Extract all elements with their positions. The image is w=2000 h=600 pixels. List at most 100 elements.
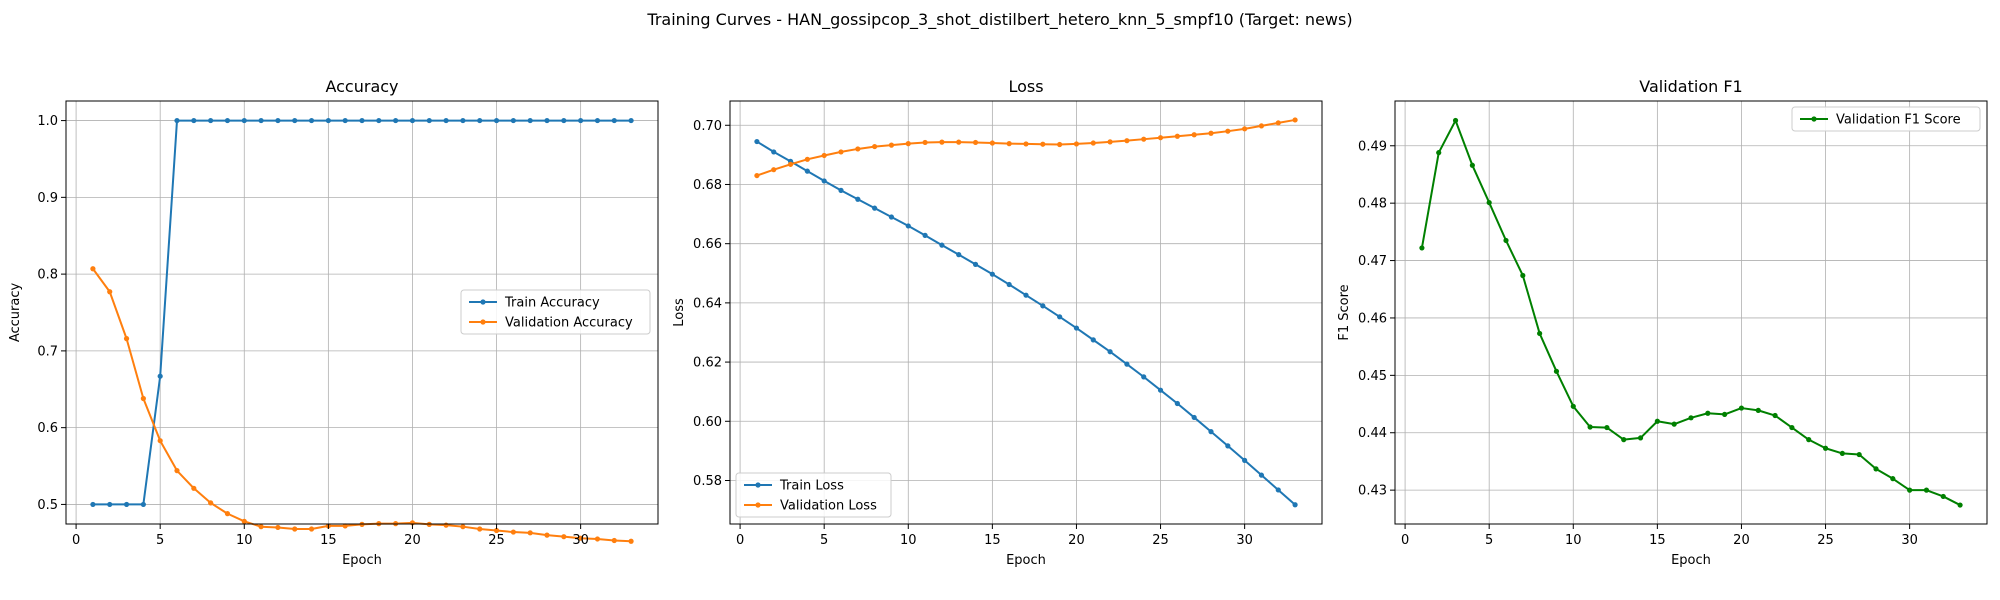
y-tick-label: 0.6 bbox=[37, 421, 58, 436]
data-point bbox=[1537, 330, 1543, 337]
y-tick-label: 0.49 bbox=[1358, 139, 1387, 154]
data-point bbox=[1208, 429, 1214, 435]
data-point bbox=[1890, 476, 1896, 482]
x-tick-label: 0 bbox=[1401, 533, 1409, 548]
y-tick-label: 0.60 bbox=[693, 415, 722, 430]
data-point bbox=[157, 438, 163, 444]
data-point bbox=[292, 526, 298, 532]
data-point bbox=[1258, 123, 1265, 129]
data-point bbox=[628, 117, 634, 124]
data-point bbox=[1738, 405, 1745, 411]
data-point bbox=[342, 117, 348, 124]
data-point bbox=[838, 187, 844, 193]
data-point bbox=[1124, 361, 1130, 367]
x-tick-label: 20 bbox=[1068, 533, 1085, 548]
x-tick-label: 25 bbox=[488, 533, 505, 548]
data-point bbox=[1637, 435, 1644, 441]
data-point bbox=[308, 526, 315, 532]
data-point bbox=[821, 152, 827, 159]
data-point bbox=[754, 138, 760, 145]
chart-panel-1: 0 5 10 15 20 25 30 0.5 0.6 0.7 0.8 0.9 1.0 Accuracy Ep… bbox=[8, 77, 659, 568]
data-point bbox=[1174, 133, 1180, 139]
x-tick-label: 25 bbox=[1152, 533, 1169, 548]
chart-title: Validation F1 bbox=[1639, 77, 1742, 96]
y-tick-label: 0.62 bbox=[693, 356, 722, 371]
data-point bbox=[1174, 400, 1180, 407]
legend-swatch-marker bbox=[480, 299, 486, 305]
data-point bbox=[972, 139, 979, 146]
data-point bbox=[443, 522, 449, 528]
x-tick-label: 5 bbox=[820, 533, 828, 548]
y-tick-label: 0.47 bbox=[1358, 254, 1387, 269]
data-point bbox=[359, 117, 365, 124]
data-point bbox=[1073, 141, 1080, 147]
chart-panels: 0 5 10 15 20 25 30 0.5 0.6 0.7 0.8 0.9 1.0 Accuracy Ep… bbox=[8, 77, 1988, 568]
data-point bbox=[905, 223, 911, 229]
data-point bbox=[107, 501, 113, 508]
data-point bbox=[922, 232, 928, 238]
data-point bbox=[611, 117, 617, 124]
y-tick-label: 0.46 bbox=[1358, 311, 1387, 326]
data-point bbox=[561, 117, 567, 124]
data-point bbox=[527, 117, 533, 124]
data-point bbox=[292, 117, 298, 124]
y-tick-label: 0.7 bbox=[37, 344, 58, 359]
data-point bbox=[90, 501, 96, 508]
data-point bbox=[1654, 418, 1660, 424]
data-point bbox=[855, 196, 861, 202]
data-point bbox=[1907, 487, 1913, 493]
data-point bbox=[1107, 139, 1113, 145]
y-tick-label: 0.9 bbox=[37, 191, 58, 206]
x-tick-label: 20 bbox=[404, 533, 421, 548]
data-point bbox=[1107, 349, 1113, 355]
chart-panel-2: 0 5 10 15 20 25 30 0.58 0.60 0.62 0.64 0.66 0.68 0.70… bbox=[672, 77, 1323, 568]
legend-label: Train Loss bbox=[779, 479, 844, 494]
data-point bbox=[1292, 117, 1298, 123]
data-point bbox=[872, 205, 878, 211]
data-point bbox=[1023, 141, 1029, 147]
data-point bbox=[191, 117, 197, 124]
data-point bbox=[342, 523, 348, 529]
data-point bbox=[888, 214, 895, 220]
data-point bbox=[426, 117, 432, 124]
data-point bbox=[208, 117, 214, 124]
y-tick-label: 0.8 bbox=[37, 268, 58, 283]
data-point bbox=[1275, 120, 1281, 126]
data-point bbox=[838, 149, 844, 155]
y-tick-label: 0.44 bbox=[1358, 426, 1387, 441]
data-point bbox=[1073, 325, 1080, 331]
data-point bbox=[1242, 457, 1248, 463]
data-point bbox=[258, 117, 264, 124]
data-point bbox=[1570, 403, 1576, 409]
data-point bbox=[443, 117, 449, 124]
data-point bbox=[1157, 387, 1164, 393]
data-point bbox=[1225, 128, 1231, 134]
data-point bbox=[1191, 414, 1197, 421]
data-point bbox=[1090, 140, 1096, 146]
data-point bbox=[1469, 162, 1475, 168]
data-point bbox=[1621, 437, 1627, 443]
data-point bbox=[241, 518, 247, 524]
data-point bbox=[477, 526, 483, 532]
data-point bbox=[939, 242, 945, 248]
data-point bbox=[1806, 437, 1812, 443]
legend-swatch-marker bbox=[480, 319, 486, 325]
data-point bbox=[1822, 445, 1829, 451]
legend-swatch-marker bbox=[755, 482, 761, 488]
data-point bbox=[804, 156, 810, 162]
data-point bbox=[956, 252, 962, 258]
data-point bbox=[594, 117, 601, 124]
data-point bbox=[611, 537, 617, 544]
x-tick-label: 15 bbox=[984, 533, 1001, 548]
x-tick-label: 0 bbox=[736, 533, 744, 548]
data-point bbox=[1587, 424, 1593, 430]
data-point bbox=[628, 538, 634, 544]
data-point bbox=[460, 117, 466, 124]
y-tick-label: 0.68 bbox=[693, 178, 722, 193]
data-point bbox=[939, 139, 945, 145]
x-axis-label: Epoch bbox=[1006, 553, 1046, 568]
data-point bbox=[510, 529, 516, 535]
y-tick-label: 0.43 bbox=[1358, 484, 1387, 499]
data-point bbox=[1191, 132, 1197, 138]
axes-frame bbox=[1394, 100, 1988, 525]
